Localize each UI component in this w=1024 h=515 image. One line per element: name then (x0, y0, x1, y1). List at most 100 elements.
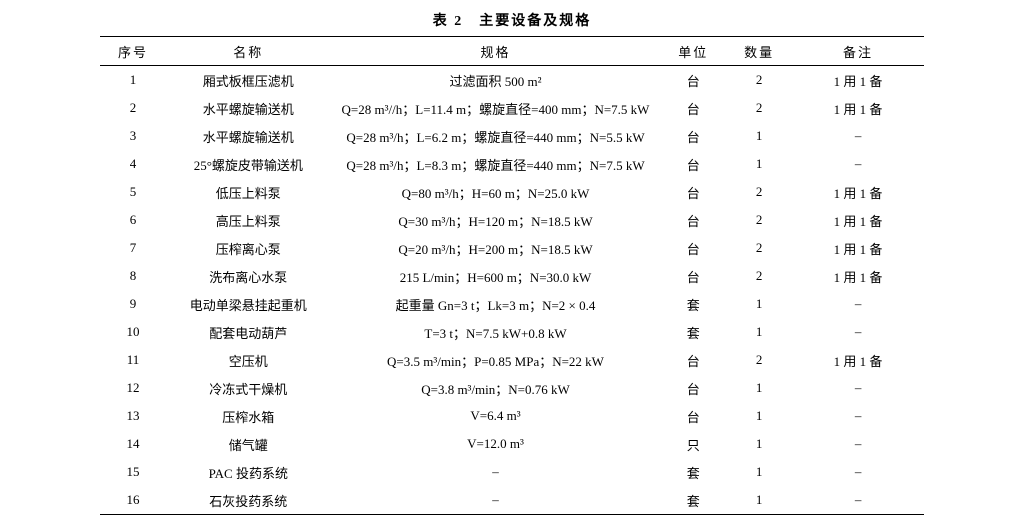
cell-spec: Q=28 m³/h；L=6.2 m；螺旋直径=440 mm；N=5.5 kW (331, 122, 661, 150)
cell-spec: V=12.0 m³ (331, 430, 661, 458)
cell-idx: 14 (100, 430, 166, 458)
cell-qty: 1 (726, 374, 792, 402)
cell-idx: 11 (100, 346, 166, 374)
cell-idx: 7 (100, 234, 166, 262)
col-unit: 单位 (660, 37, 726, 66)
table-row: 12冷冻式干燥机Q=3.8 m³/min；N=0.76 kW台1– (100, 374, 924, 402)
col-idx: 序号 (100, 37, 166, 66)
cell-idx: 16 (100, 486, 166, 515)
cell-spec: Q=20 m³/h；H=200 m；N=18.5 kW (331, 234, 661, 262)
table-row: 5低压上料泵Q=80 m³/h；H=60 m；N=25.0 kW台21 用 1 … (100, 178, 924, 206)
cell-unit: 台 (660, 178, 726, 206)
cell-qty: 1 (726, 318, 792, 346)
cell-qty: 1 (726, 150, 792, 178)
page: 表 2 主要设备及规格 序号名称规格单位数量备注 1厢式板框压滤机过滤面积 50… (0, 0, 1024, 515)
cell-spec: 起重量 Gn=3 t；Lk=3 m；N=2 × 0.4 (331, 290, 661, 318)
table-head: 序号名称规格单位数量备注 (100, 37, 924, 66)
cell-note: 1 用 1 备 (792, 178, 924, 206)
table-row: 10配套电动葫芦T=3 t；N=7.5 kW+0.8 kW套1– (100, 318, 924, 346)
cell-spec: Q=28 m³//h；L=11.4 m；螺旋直径=400 mm；N=7.5 kW (331, 94, 661, 122)
cell-spec: – (331, 458, 661, 486)
cell-spec: Q=30 m³/h；H=120 m；N=18.5 kW (331, 206, 661, 234)
cell-unit: 台 (660, 122, 726, 150)
table-row: 11空压机Q=3.5 m³/min；P=0.85 MPa；N=22 kW台21 … (100, 346, 924, 374)
cell-qty: 1 (726, 290, 792, 318)
cell-name: 石灰投药系统 (166, 486, 331, 515)
cell-idx: 5 (100, 178, 166, 206)
cell-note: – (792, 402, 924, 430)
cell-note: – (792, 374, 924, 402)
cell-name: 空压机 (166, 346, 331, 374)
cell-unit: 台 (660, 150, 726, 178)
table-row: 15PAC 投药系统–套1– (100, 458, 924, 486)
cell-name: 压榨水箱 (166, 402, 331, 430)
cell-note: 1 用 1 备 (792, 262, 924, 290)
cell-qty: 1 (726, 458, 792, 486)
cell-spec: Q=3.5 m³/min；P=0.85 MPa；N=22 kW (331, 346, 661, 374)
table-row: 425°螺旋皮带输送机Q=28 m³/h；L=8.3 m；螺旋直径=440 mm… (100, 150, 924, 178)
cell-unit: 台 (660, 402, 726, 430)
col-qty: 数量 (726, 37, 792, 66)
cell-unit: 台 (660, 234, 726, 262)
cell-spec: – (331, 486, 661, 515)
cell-qty: 1 (726, 486, 792, 515)
cell-note: 1 用 1 备 (792, 206, 924, 234)
cell-qty: 1 (726, 402, 792, 430)
cell-note: – (792, 430, 924, 458)
cell-unit: 台 (660, 374, 726, 402)
table-row: 13压榨水箱V=6.4 m³台1– (100, 402, 924, 430)
cell-idx: 2 (100, 94, 166, 122)
cell-unit: 只 (660, 430, 726, 458)
cell-qty: 2 (726, 234, 792, 262)
table-row: 7压榨离心泵Q=20 m³/h；H=200 m；N=18.5 kW台21 用 1… (100, 234, 924, 262)
cell-idx: 13 (100, 402, 166, 430)
cell-qty: 2 (726, 94, 792, 122)
cell-note: – (792, 486, 924, 515)
table-row: 1厢式板框压滤机过滤面积 500 m²台21 用 1 备 (100, 66, 924, 95)
cell-qty: 2 (726, 178, 792, 206)
cell-spec: V=6.4 m³ (331, 402, 661, 430)
cell-qty: 2 (726, 66, 792, 95)
table-row: 8洗布离心水泵215 L/min；H=600 m；N=30.0 kW台21 用 … (100, 262, 924, 290)
cell-spec: 过滤面积 500 m² (331, 66, 661, 95)
table-row: 2水平螺旋输送机Q=28 m³//h；L=11.4 m；螺旋直径=400 mm；… (100, 94, 924, 122)
cell-unit: 台 (660, 66, 726, 95)
cell-qty: 2 (726, 346, 792, 374)
cell-unit: 套 (660, 486, 726, 515)
table-caption: 表 2 主要设备及规格 (100, 10, 924, 30)
cell-idx: 12 (100, 374, 166, 402)
cell-note: 1 用 1 备 (792, 346, 924, 374)
cell-idx: 9 (100, 290, 166, 318)
cell-spec: Q=28 m³/h；L=8.3 m；螺旋直径=440 mm；N=7.5 kW (331, 150, 661, 178)
cell-idx: 4 (100, 150, 166, 178)
cell-idx: 8 (100, 262, 166, 290)
table-body: 1厢式板框压滤机过滤面积 500 m²台21 用 1 备2水平螺旋输送机Q=28… (100, 66, 924, 515)
cell-unit: 套 (660, 290, 726, 318)
table-row: 9电动单梁悬挂起重机起重量 Gn=3 t；Lk=3 m；N=2 × 0.4套1– (100, 290, 924, 318)
cell-name: 配套电动葫芦 (166, 318, 331, 346)
cell-name: PAC 投药系统 (166, 458, 331, 486)
cell-idx: 6 (100, 206, 166, 234)
cell-name: 25°螺旋皮带输送机 (166, 150, 331, 178)
cell-unit: 台 (660, 346, 726, 374)
cell-unit: 套 (660, 458, 726, 486)
table-row: 3水平螺旋输送机Q=28 m³/h；L=6.2 m；螺旋直径=440 mm；N=… (100, 122, 924, 150)
equipment-table: 序号名称规格单位数量备注 1厢式板框压滤机过滤面积 500 m²台21 用 1 … (100, 36, 924, 515)
cell-name: 水平螺旋输送机 (166, 94, 331, 122)
cell-name: 压榨离心泵 (166, 234, 331, 262)
cell-qty: 2 (726, 206, 792, 234)
cell-idx: 3 (100, 122, 166, 150)
cell-spec: Q=3.8 m³/min；N=0.76 kW (331, 374, 661, 402)
cell-qty: 1 (726, 430, 792, 458)
cell-name: 高压上料泵 (166, 206, 331, 234)
header-row: 序号名称规格单位数量备注 (100, 37, 924, 66)
cell-name: 储气罐 (166, 430, 331, 458)
cell-note: – (792, 458, 924, 486)
cell-name: 低压上料泵 (166, 178, 331, 206)
table-row: 6高压上料泵Q=30 m³/h；H=120 m；N=18.5 kW台21 用 1… (100, 206, 924, 234)
cell-unit: 台 (660, 94, 726, 122)
cell-name: 水平螺旋输送机 (166, 122, 331, 150)
cell-note: 1 用 1 备 (792, 94, 924, 122)
cell-name: 厢式板框压滤机 (166, 66, 331, 95)
cell-name: 冷冻式干燥机 (166, 374, 331, 402)
